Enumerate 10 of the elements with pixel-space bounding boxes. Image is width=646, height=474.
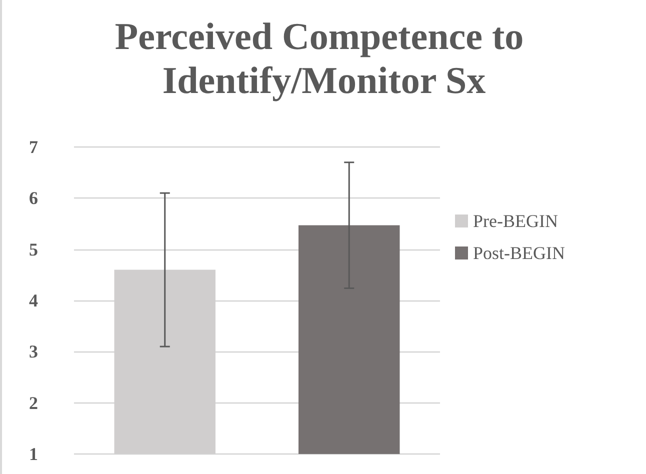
y-tick-label: 7 [29,137,38,157]
legend-label: Pre-BEGIN [473,211,558,231]
y-tick-label: 3 [29,342,38,362]
y-tick-label: 4 [29,290,38,310]
y-tick-label: 2 [29,392,38,413]
legend-label: Post-BEGIN [473,243,566,263]
chart-title: Perceived Competence to Identify/Monitor Sx [114,16,534,102]
y-tick-label: 1 [29,444,38,464]
y-tick-label: 6 [29,188,38,208]
y-tick-label: 5 [29,239,38,260]
